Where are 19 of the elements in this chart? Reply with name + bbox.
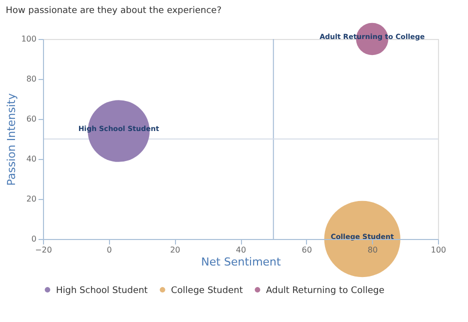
y-tick-label: 80	[26, 74, 36, 84]
x-tick-label: 100	[430, 246, 446, 254]
y-tick-label: 60	[26, 114, 36, 124]
y-tick-label: 20	[26, 194, 36, 204]
legend-label: Adult Returning to College	[266, 286, 385, 296]
x-tick-label: 0	[106, 246, 112, 254]
x-tick-label: −20	[35, 246, 52, 254]
chart-title: How passionate are they about the experience?	[6, 6, 222, 16]
x-tick-label: 60	[302, 246, 312, 254]
y-tick-label: 100	[21, 34, 36, 44]
x-tick-label: 40	[236, 246, 246, 254]
legend-label: College Student	[171, 286, 244, 296]
x-tick-label: 80	[368, 246, 378, 254]
legend-label: High School Student	[56, 286, 148, 296]
y-tick-label: 40	[26, 154, 36, 164]
x-axis-title: Net Sentiment	[201, 256, 282, 268]
y-axis-title: Passion Intensity	[5, 92, 18, 186]
y-tick-label: 0	[31, 234, 36, 244]
x-tick-label: 20	[170, 246, 180, 254]
